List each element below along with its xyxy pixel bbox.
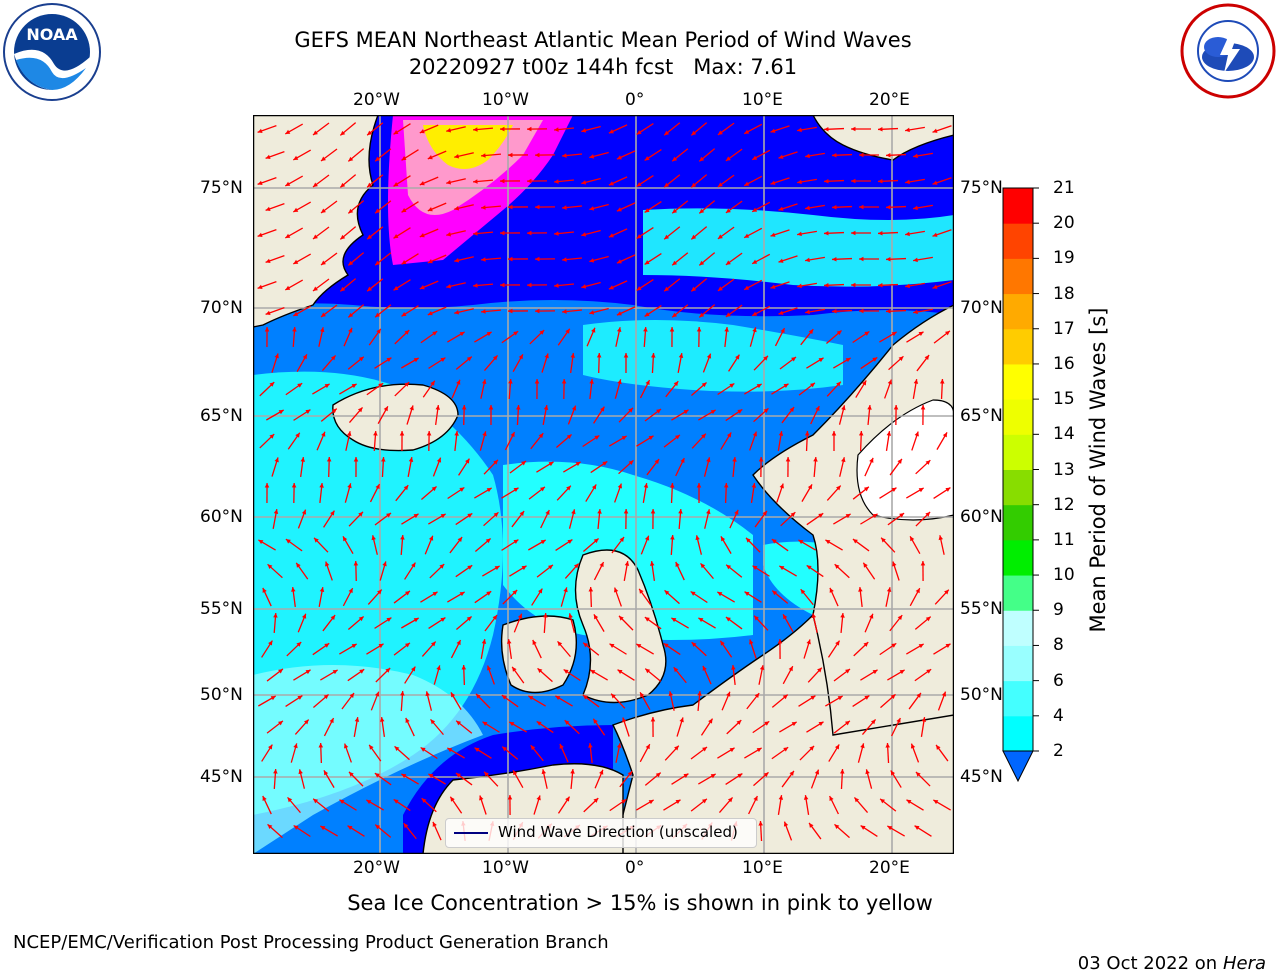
colorbar-tick-label: 14 xyxy=(1053,424,1075,444)
lon-tick-bottom: 10°W xyxy=(482,858,529,878)
wave-period-map: Wind Wave Direction (unscaled) xyxy=(253,115,954,854)
colorbar-segment xyxy=(1003,645,1033,681)
colorbar-segment xyxy=(1003,364,1033,400)
colorbar-segment xyxy=(1003,505,1033,541)
colorbar-tick-label: 11 xyxy=(1053,530,1075,550)
colorbar-tick-label: 15 xyxy=(1053,389,1075,409)
colorbar-tick-label: 4 xyxy=(1053,706,1064,726)
colorbar-segment xyxy=(1003,540,1033,576)
sea-ice-note: Sea Ice Concentration > 15% is shown in … xyxy=(0,891,1280,915)
footer-right: 03 Oct 2022 on Hera xyxy=(1066,932,1266,974)
map-title: GEFS MEAN Northeast Atlantic Mean Period… xyxy=(0,27,1206,54)
lat-tick-right: 45°N xyxy=(960,767,1003,787)
colorbar-tick-label: 17 xyxy=(1053,319,1075,339)
colorbar-tick-label: 6 xyxy=(1053,671,1064,691)
colorbar-tick-label: 9 xyxy=(1053,600,1064,620)
footer-host: Hera xyxy=(1223,953,1266,974)
lat-tick-left: 45°N xyxy=(200,767,243,787)
colorbar-segment xyxy=(1003,223,1033,259)
colorbar-extend-triangle xyxy=(1003,751,1033,781)
lon-tick-top: 20°E xyxy=(869,90,910,110)
colorbar-tick-label: 12 xyxy=(1053,495,1075,515)
lon-tick-bottom: 20°W xyxy=(353,858,400,878)
lon-tick-bottom: 20°E xyxy=(869,858,910,878)
colorbar-segment xyxy=(1003,258,1033,294)
lon-tick-bottom: 0° xyxy=(625,858,644,878)
colorbar-tick-label: 10 xyxy=(1053,565,1075,585)
colorbar-segment xyxy=(1003,681,1033,717)
colorbar-segment xyxy=(1003,294,1033,330)
colorbar-segment xyxy=(1003,610,1033,646)
colorbar-segment xyxy=(1003,329,1033,365)
lat-tick-left: 55°N xyxy=(200,599,243,619)
legend-line-icon xyxy=(454,832,488,834)
colorbar-tick-label: 19 xyxy=(1053,248,1075,268)
lat-tick-right: 65°N xyxy=(960,406,1003,426)
colorbar-segment xyxy=(1003,716,1033,752)
lon-tick-top: 10°E xyxy=(742,90,783,110)
colorbar-segment xyxy=(1003,575,1033,611)
lat-tick-right: 70°N xyxy=(960,298,1003,318)
colorbar-tick-label: 20 xyxy=(1053,213,1075,233)
lon-tick-top: 10°W xyxy=(482,90,529,110)
colorbar-tick-label: 2 xyxy=(1053,741,1064,761)
footer-date: 03 Oct 2022 on xyxy=(1078,953,1223,974)
colorbar-segment xyxy=(1003,399,1033,435)
lat-tick-right: 75°N xyxy=(960,178,1003,198)
lat-tick-left: 70°N xyxy=(200,298,243,318)
colorbar-segment xyxy=(1003,434,1033,470)
lat-tick-left: 75°N xyxy=(200,178,243,198)
colorbar-tick-label: 13 xyxy=(1053,460,1075,480)
colorbar xyxy=(1003,188,1033,751)
footer-left: NCEP/EMC/Verification Post Processing Pr… xyxy=(13,932,609,953)
lon-tick-top: 0° xyxy=(625,90,644,110)
lon-tick-bottom: 10°E xyxy=(742,858,783,878)
map-subtitle: 20220927 t00z 144h fcst Max: 7.61 xyxy=(0,54,1206,81)
lat-tick-right: 50°N xyxy=(960,685,1003,705)
cyan-band-north xyxy=(643,208,954,286)
colorbar-tick-label: 16 xyxy=(1053,354,1075,374)
colorbar-label-text: Mean Period of Wind Waves [s] xyxy=(1086,270,1110,670)
lat-tick-right: 60°N xyxy=(960,507,1003,527)
lat-tick-right: 55°N xyxy=(960,599,1003,619)
colorbar-segment xyxy=(1003,188,1033,224)
lat-tick-left: 65°N xyxy=(200,406,243,426)
colorbar-tick-label: 21 xyxy=(1053,178,1075,198)
lat-tick-left: 50°N xyxy=(200,685,243,705)
colorbar-tick-label: 18 xyxy=(1053,284,1075,304)
lon-tick-top: 20°W xyxy=(353,90,400,110)
legend-label: Wind Wave Direction (unscaled) xyxy=(498,823,738,841)
colorbar-tick-label: 8 xyxy=(1053,635,1064,655)
map-legend: Wind Wave Direction (unscaled) xyxy=(445,818,757,848)
colorbar-segment xyxy=(1003,470,1033,506)
lat-tick-left: 60°N xyxy=(200,507,243,527)
